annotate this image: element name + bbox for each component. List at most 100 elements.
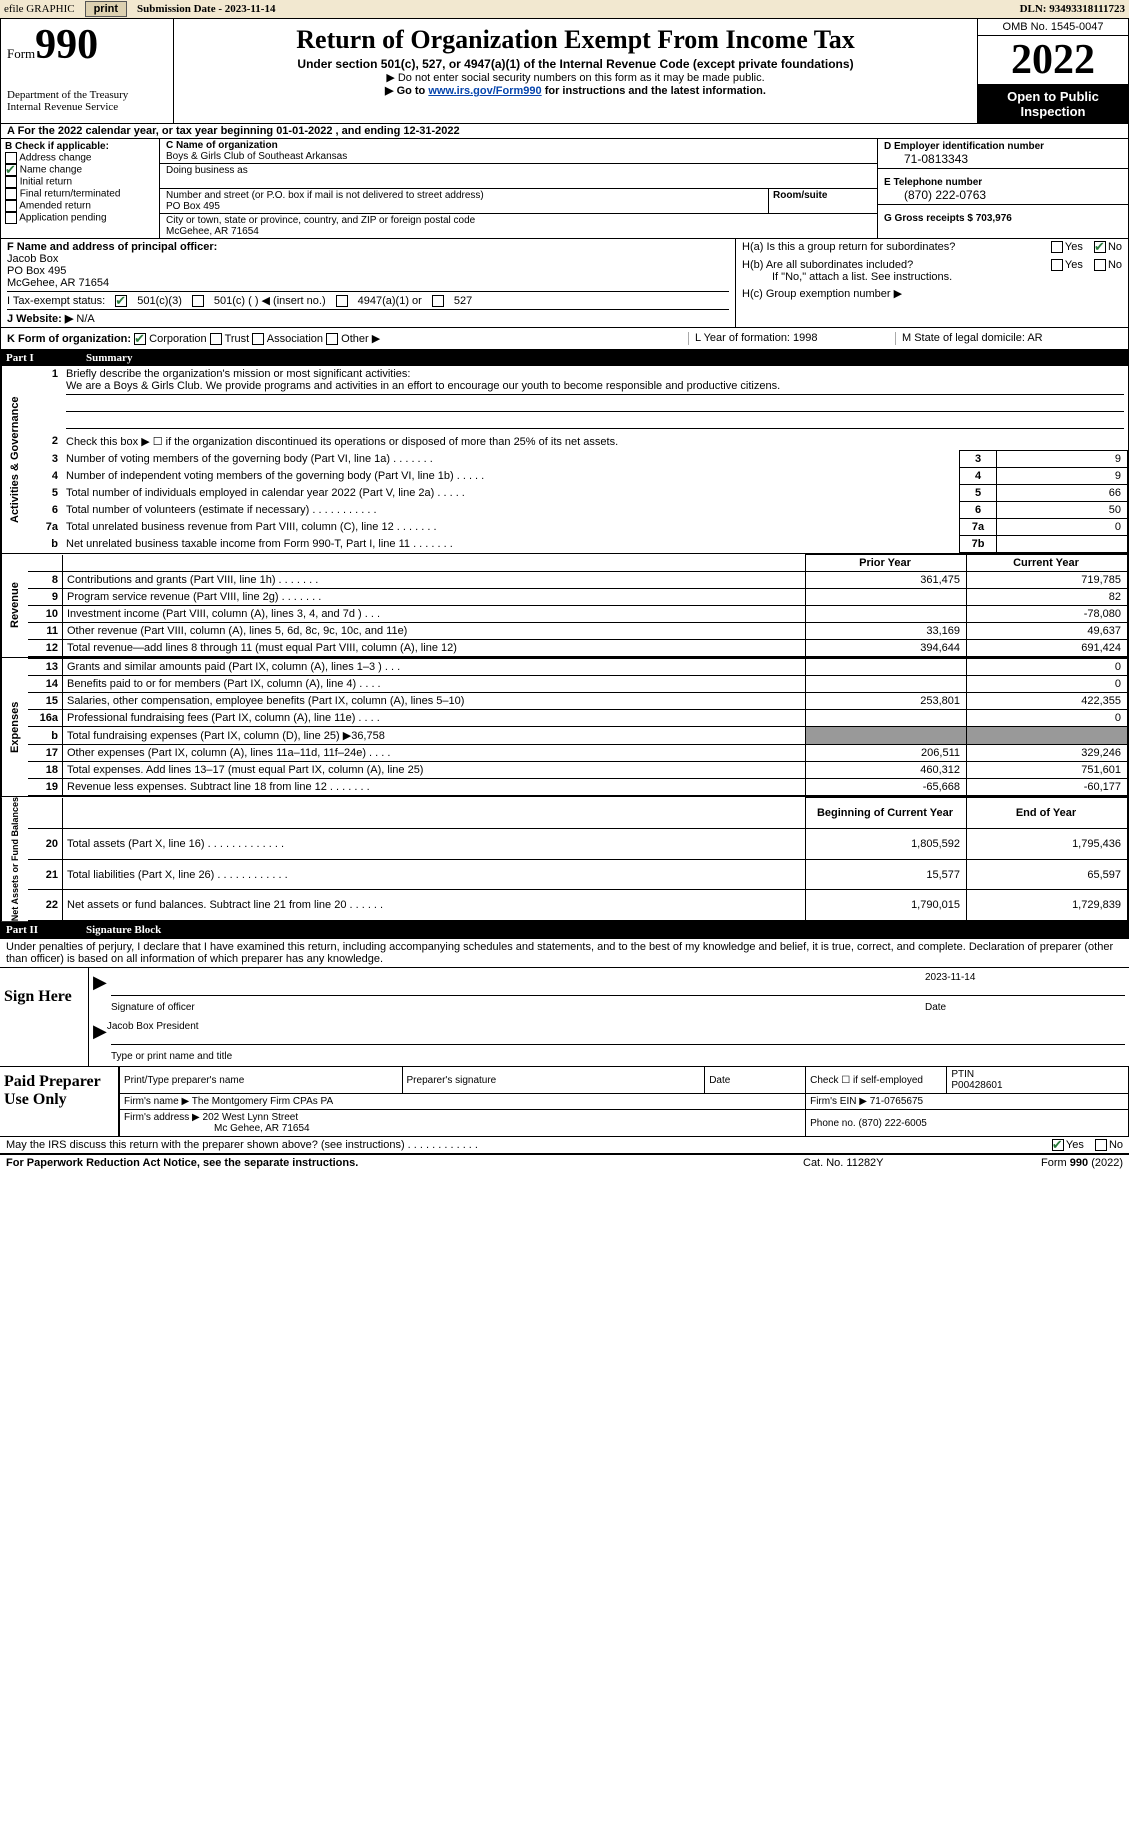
k-corp[interactable] — [134, 333, 146, 345]
c-addr-row: Number and street (or P.O. box if mail i… — [160, 188, 877, 213]
fin-row: 18Total expenses. Add lines 13–17 (must … — [28, 762, 1128, 779]
discuss-row: May the IRS discuss this return with the… — [0, 1137, 1129, 1155]
form-header: Form990 Department of the Treasury Inter… — [0, 19, 1129, 124]
discuss-yes[interactable] — [1052, 1139, 1064, 1151]
firm-addr1: 202 West Lynn Street — [203, 1112, 299, 1123]
fin-row: 22Net assets or fund balances. Subtract … — [28, 890, 1128, 921]
paid-preparer-block: Paid Preparer Use Only Print/Type prepar… — [0, 1067, 1129, 1137]
block-b-thru-g: B Check if applicable: Address change Na… — [0, 139, 1129, 239]
c-city-cell: City or town, state or province, country… — [160, 213, 877, 238]
exp-tab: Expenses — [1, 658, 28, 796]
e-cell: E Telephone number (870) 222-0763 — [878, 168, 1128, 204]
gov-row: 6Total number of volunteers (estimate if… — [28, 502, 1128, 519]
fin-row: 13Grants and similar amounts paid (Part … — [28, 659, 1128, 676]
fin-row: 15Salaries, other compensation, employee… — [28, 693, 1128, 710]
discuss-no[interactable] — [1095, 1139, 1107, 1151]
c-name-cell: C Name of organization Boys & Girls Club… — [160, 139, 877, 163]
b-checkbox[interactable] — [5, 212, 17, 224]
part-i-header: Part I Summary — [0, 350, 1129, 366]
ha-no[interactable] — [1094, 241, 1106, 253]
fin-row: 17Other expenses (Part IX, column (A), l… — [28, 745, 1128, 762]
gov-table: 1 Briefly describe the organization's mi… — [28, 366, 1128, 553]
fin-row: 8Contributions and grants (Part VIII, li… — [28, 572, 1128, 589]
gov-row: 3Number of voting members of the governi… — [28, 451, 1128, 468]
l-year: L Year of formation: 1998 — [688, 332, 895, 345]
preparer-table: Print/Type preparer's name Preparer's si… — [119, 1067, 1129, 1136]
net-table: Beginning of Current YearEnd of Year 20T… — [28, 797, 1128, 921]
gov-row: 4Number of independent voting members of… — [28, 468, 1128, 485]
row-k-l-m: K Form of organization: Corporation Trus… — [0, 328, 1129, 350]
b-item: Address change — [5, 152, 155, 164]
hb-yes[interactable] — [1051, 259, 1063, 271]
exp-table: 13Grants and similar amounts paid (Part … — [28, 658, 1128, 796]
h-col: H(a) Is this a group return for subordin… — [735, 239, 1128, 327]
subtitle-1: Under section 501(c), 527, or 4947(a)(1)… — [182, 57, 969, 71]
summary-revenue: Revenue Prior YearCurrent Year 8Contribu… — [0, 554, 1129, 658]
dept-label: Department of the Treasury — [7, 89, 167, 101]
officer-name-typed: Jacob Box President — [107, 1021, 1125, 1042]
col-d-e-g: D Employer identification number 71-0813… — [877, 139, 1128, 238]
part-ii-header: Part II Signature Block — [0, 922, 1129, 938]
b-checkbox[interactable] — [5, 200, 17, 212]
c-dba-cell: Doing business as — [160, 163, 877, 188]
row-i: I Tax-exempt status: 501(c)(3) 501(c) ( … — [7, 294, 729, 307]
page-footer: For Paperwork Reduction Act Notice, see … — [0, 1155, 1129, 1171]
b-checkbox[interactable] — [5, 164, 17, 176]
gov-row: bNet unrelated business taxable income f… — [28, 536, 1128, 553]
b-item: Initial return — [5, 176, 155, 188]
print-button[interactable]: print — [85, 1, 127, 17]
sig-declaration: Under penalties of perjury, I declare th… — [0, 938, 1129, 967]
irs-label: Internal Revenue Service — [7, 101, 167, 113]
k-assoc[interactable] — [252, 333, 264, 345]
arrow-icon: ▶ — [93, 972, 107, 993]
top-toolbar: efile GRAPHIC print Submission Date - 20… — [0, 0, 1129, 19]
hb-note: If "No," attach a list. See instructions… — [742, 271, 1122, 283]
501c3-checkbox[interactable] — [115, 295, 127, 307]
fin-row: 9Program service revenue (Part VIII, lin… — [28, 589, 1128, 606]
f-col: F Name and address of principal officer:… — [1, 239, 735, 327]
k-other[interactable] — [326, 333, 338, 345]
sign-content: ▶ 2023-11-14 Signature of officerDate ▶ … — [89, 968, 1129, 1066]
officer-addr1: PO Box 495 — [7, 265, 729, 277]
firm-name: The Montgomery Firm CPAs PA — [192, 1096, 333, 1107]
4947-checkbox[interactable] — [336, 295, 348, 307]
row-j: J Website: ▶ N/A — [7, 312, 729, 325]
gov-tab: Activities & Governance — [1, 366, 28, 553]
irs-link[interactable]: www.irs.gov/Form990 — [428, 85, 541, 97]
summary-expenses: Expenses 13Grants and similar amounts pa… — [0, 658, 1129, 797]
b-item: Final return/terminated — [5, 188, 155, 200]
g-cell: G Gross receipts $ 703,976 — [878, 204, 1128, 226]
cat-no: Cat. No. 11282Y — [803, 1157, 963, 1169]
hb-no[interactable] — [1094, 259, 1106, 271]
hb-row: H(b) Are all subordinates included? Yes … — [742, 259, 1122, 271]
room-suite: Room/suite — [769, 189, 877, 213]
header-mid: Return of Organization Exempt From Incom… — [174, 19, 977, 123]
ha-row: H(a) Is this a group return for subordin… — [742, 241, 1122, 253]
firm-addr2: Mc Gehee, AR 71654 — [124, 1123, 310, 1134]
tax-year: 2022 — [978, 36, 1128, 85]
b-checkbox[interactable] — [5, 188, 17, 200]
org-name: Boys & Girls Club of Southeast Arkansas — [166, 151, 347, 162]
form-number: Form990 — [7, 21, 167, 69]
k-trust[interactable] — [210, 333, 222, 345]
501c-checkbox[interactable] — [192, 295, 204, 307]
org-address: PO Box 495 — [166, 201, 220, 212]
b-checkbox[interactable] — [5, 176, 17, 188]
officer-name: Jacob Box — [7, 253, 729, 265]
ha-yes[interactable] — [1051, 241, 1063, 253]
c-addr-cell: Number and street (or P.O. box if mail i… — [160, 189, 769, 213]
b-item: Application pending — [5, 212, 155, 224]
fin-row: 20Total assets (Part X, line 16) . . . .… — [28, 828, 1128, 859]
sign-here-block: Sign Here ▶ 2023-11-14 Signature of offi… — [0, 967, 1129, 1067]
officer-sig-field[interactable] — [107, 972, 925, 993]
gov-row: 7aTotal unrelated business revenue from … — [28, 519, 1128, 536]
summary-netassets: Net Assets or Fund Balances Beginning of… — [0, 797, 1129, 922]
mission-text: We are a Boys & Girls Club. We provide p… — [66, 380, 780, 392]
hc-row: H(c) Group exemption number ▶ — [742, 287, 1122, 300]
firm-phone: (870) 222-6005 — [858, 1118, 926, 1129]
header-right: OMB No. 1545-0047 2022 Open to Public In… — [977, 19, 1128, 123]
paid-prep-label: Paid Preparer Use Only — [0, 1067, 119, 1136]
header-left: Form990 Department of the Treasury Inter… — [1, 19, 174, 123]
ptin-value: P00428601 — [951, 1080, 1002, 1091]
527-checkbox[interactable] — [432, 295, 444, 307]
